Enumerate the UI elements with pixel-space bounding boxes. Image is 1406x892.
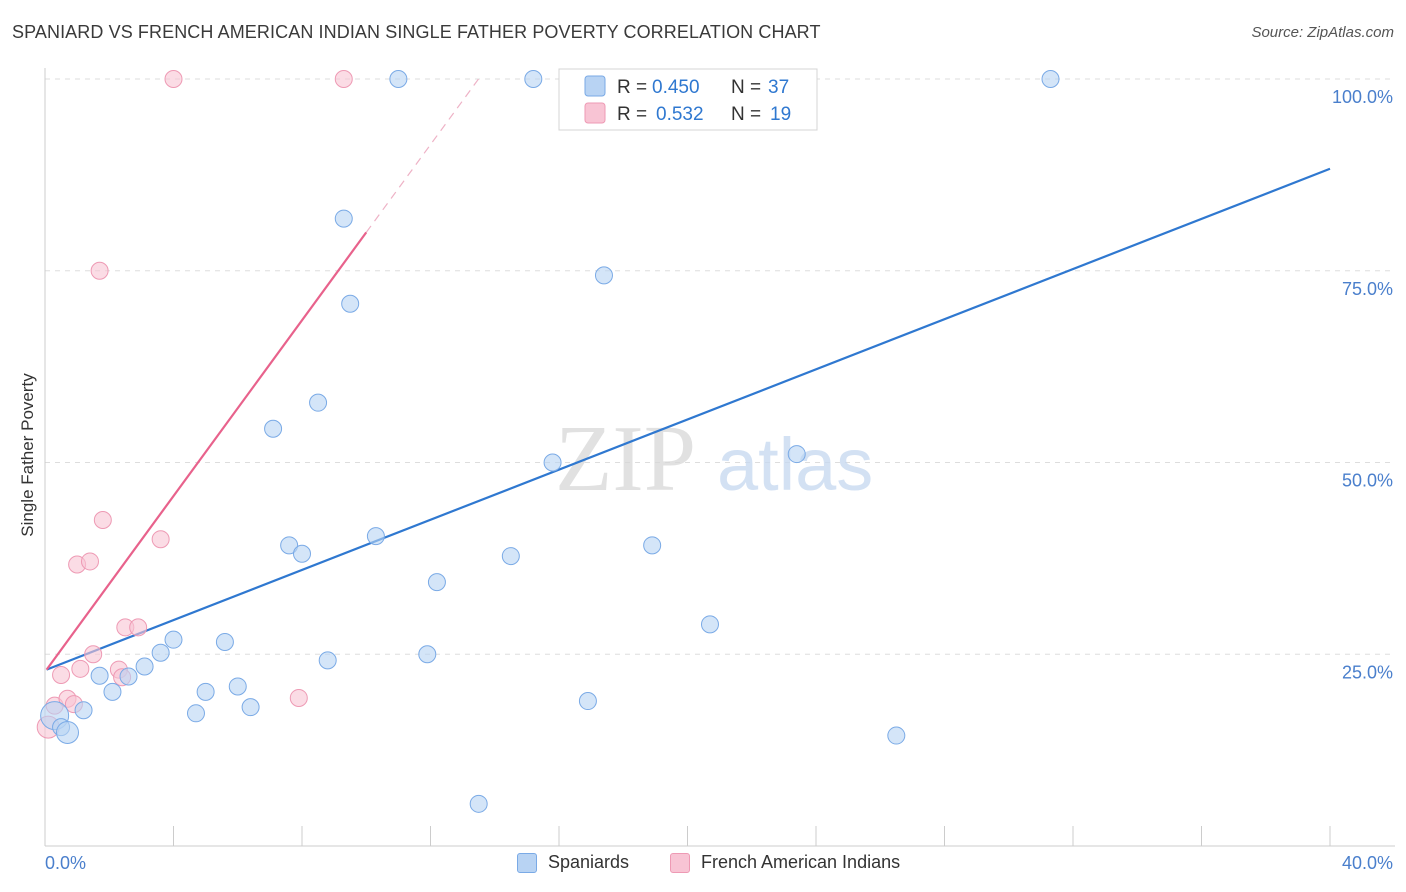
french-american-indians-point (129, 618, 148, 637)
points-layer (36, 70, 1060, 813)
series-legend: Spaniards French American Indians (0, 852, 1406, 876)
stats-r-label-spaniards: R = (617, 77, 647, 98)
spaniards-trend-line (46, 167, 1331, 671)
spaniards-point (524, 70, 543, 88)
spaniards-point (341, 294, 360, 313)
french-american-indians-point (289, 688, 308, 707)
watermark-atlas: atlas (717, 423, 873, 506)
y-tick-label: 25.0% (1342, 662, 1393, 682)
legend-swatch-french-american-indians (670, 852, 690, 873)
stats-legend: R = 0.450 N = 37 R = 0.532 N = 19 (558, 68, 818, 131)
stats-legend-swatch-french-american-indians (584, 102, 606, 124)
spaniards-point (309, 393, 328, 412)
spaniards-point (643, 536, 662, 555)
french-american-indians-trend-line (45, 231, 368, 671)
stats-legend-swatch-spaniards (584, 75, 606, 97)
stats-n-label-french-american-indians: N = (731, 104, 761, 125)
legend-item-french-american-indians: French American Indians (670, 852, 900, 873)
x-tick-label: 0.0% (45, 853, 86, 873)
french-american-indians-point (90, 261, 109, 280)
stats-n-label-spaniards: N = (731, 77, 761, 98)
spaniards-point (594, 266, 613, 285)
spaniards-point (119, 667, 138, 686)
trend-layer (45, 74, 1331, 671)
spaniards-point (543, 453, 562, 472)
spaniards-point (787, 445, 806, 464)
grid-layer (45, 78, 1395, 655)
watermark: ZIP atlas (555, 407, 873, 511)
spaniards-point (264, 419, 283, 438)
spaniards-point (280, 536, 299, 555)
spaniards-point (887, 726, 906, 745)
spaniards-point (1041, 70, 1060, 88)
spaniards-point (418, 645, 437, 664)
spaniards-point (469, 794, 488, 813)
legend-item-spaniards: Spaniards (517, 852, 629, 873)
spaniards-point (164, 630, 183, 649)
spaniards-point (151, 643, 170, 662)
french-american-indians-point (80, 552, 99, 571)
axis-layer: 25.0% 50.0% 75.0% 100.0% 0.0% 40.0% (44, 68, 1395, 873)
legend-label-french-american-indians: French American Indians (701, 852, 901, 872)
stats-r-value-spaniards: 0.450 (652, 77, 700, 98)
french-american-indians-point (84, 645, 103, 664)
legend-swatch-spaniards (517, 852, 537, 873)
y-tick-label: 50.0% (1342, 471, 1393, 491)
french-american-indians-point (164, 70, 183, 88)
french-american-indians-point (151, 530, 170, 549)
french-american-indians-point (71, 659, 90, 678)
spaniards-point (389, 70, 408, 88)
spaniards-point (228, 677, 247, 696)
spaniards-point (186, 704, 205, 723)
stats-n-value-spaniards: 37 (768, 77, 789, 98)
spaniards-point (578, 692, 597, 711)
spaniards-point (334, 209, 353, 228)
stats-r-label-french-american-indians: R = (617, 104, 647, 125)
source-label: Source: ZipAtlas.com (1251, 24, 1394, 41)
french-american-indians-trend-extension (365, 74, 483, 233)
spaniards-point (427, 573, 446, 592)
spaniards-point (74, 701, 93, 720)
legend-label-spaniards: Spaniards (548, 852, 630, 872)
spaniards-point (90, 666, 109, 685)
spaniards-point (55, 720, 79, 744)
spaniards-point (215, 632, 234, 651)
spaniards-point (103, 682, 122, 701)
spaniards-point (366, 527, 385, 546)
y-tick-label: 100.0% (1332, 87, 1393, 107)
stats-n-value-french-american-indians: 19 (770, 104, 791, 125)
spaniards-point (241, 698, 260, 717)
watermark-zip: ZIP (555, 407, 696, 511)
y-tick-label: 75.0% (1342, 279, 1393, 299)
chart-title: SPANIARD VS FRENCH AMERICAN INDIAN SINGL… (12, 22, 821, 42)
spaniards-point (501, 547, 520, 566)
french-american-indians-point (334, 70, 353, 88)
stats-r-value-french-american-indians: 0.532 (656, 104, 704, 125)
spaniards-point (135, 657, 154, 676)
x-tick-label: 40.0% (1342, 853, 1393, 873)
spaniards-point (196, 682, 215, 701)
spaniards-point (293, 544, 311, 563)
french-american-indians-point (93, 511, 112, 530)
y-axis-title: Single Father Poverty (18, 373, 37, 537)
spaniards-point (700, 615, 719, 634)
french-american-indians-point (52, 665, 71, 684)
spaniards-point (318, 651, 337, 670)
